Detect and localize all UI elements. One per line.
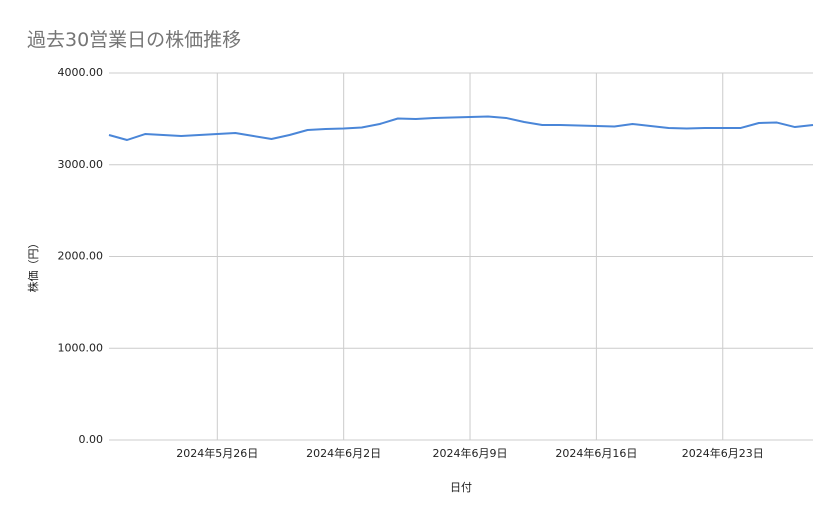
- x-tick-label: 2024年6月16日: [555, 446, 637, 460]
- chart-title: 過去30営業日の株価推移: [27, 29, 241, 51]
- y-tick-label: 1000.00: [58, 341, 104, 354]
- y-tick-label: 0.00: [79, 433, 104, 446]
- y-tick-label: 3000.00: [58, 158, 104, 171]
- y-axis-label: 株価（円）: [26, 238, 40, 293]
- x-tick-label: 2024年6月2日: [306, 446, 381, 460]
- line-series: [108, 115, 814, 141]
- y-tick-label: 4000.00: [58, 66, 104, 79]
- x-axis-label: 日付: [450, 481, 472, 494]
- x-tick-label: 2024年5月26日: [176, 446, 258, 460]
- x-tick-label: 2024年6月23日: [682, 446, 764, 460]
- y-tick-label: 2000.00: [58, 250, 104, 263]
- x-tick-label: 2024年6月9日: [433, 446, 508, 460]
